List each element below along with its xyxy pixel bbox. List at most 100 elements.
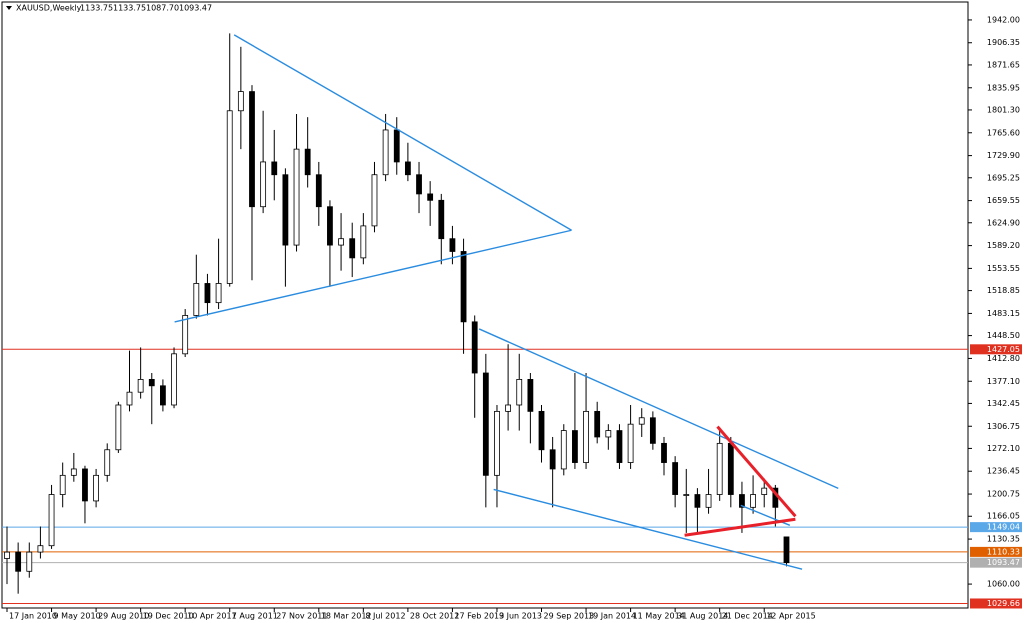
y-tick-label: 1624.90 bbox=[987, 218, 1020, 227]
candle-body bbox=[4, 551, 10, 559]
candle-body bbox=[93, 474, 99, 502]
candle-body bbox=[226, 110, 233, 284]
y-tick-label: 1659.55 bbox=[987, 196, 1020, 205]
candle-body bbox=[705, 494, 712, 508]
candle-body bbox=[783, 536, 790, 564]
header-value: 1133.75 bbox=[80, 4, 113, 13]
y-tick-label: 1130.35 bbox=[987, 535, 1020, 544]
candle-body bbox=[171, 353, 177, 406]
chart-title: XAUUSD,Weekly bbox=[16, 4, 82, 13]
candle-body bbox=[148, 379, 155, 387]
y-tick-label: 1729.90 bbox=[987, 151, 1020, 160]
candle-body bbox=[460, 251, 467, 323]
x-tick-label: 8 Jul 2012 bbox=[365, 612, 405, 621]
x-tick-label: 9 May 2010 bbox=[54, 612, 101, 621]
candle-body bbox=[393, 129, 400, 163]
level-label: 1110.33 bbox=[987, 547, 1020, 556]
candle-body bbox=[137, 379, 144, 393]
x-tick-label: 9 Jun 2013 bbox=[499, 612, 542, 621]
candle-body bbox=[471, 321, 478, 374]
trendline bbox=[174, 229, 572, 323]
candle-body bbox=[538, 410, 545, 451]
candle-body bbox=[672, 462, 679, 495]
candle-body bbox=[37, 545, 44, 553]
level-label-box bbox=[970, 546, 1022, 557]
y-tick-label: 1166.05 bbox=[987, 512, 1020, 521]
y-tick-label: 1765.60 bbox=[987, 128, 1020, 137]
header-value: 1087.70 bbox=[146, 4, 179, 13]
candle-body bbox=[750, 494, 756, 508]
x-tick-label: 29 Sep 2013 bbox=[544, 612, 595, 621]
y-tick-label: 1306.75 bbox=[987, 422, 1020, 431]
y-tick-label: 1412.80 bbox=[987, 354, 1020, 363]
candle-body bbox=[482, 372, 489, 476]
candle-body bbox=[694, 494, 701, 508]
candle-body bbox=[549, 449, 556, 470]
x-tick-label: 12 Apr 2015 bbox=[766, 612, 815, 621]
x-tick-label: 28 Oct 2012 bbox=[410, 612, 459, 621]
menu-arrow[interactable] bbox=[6, 6, 12, 10]
candle-body bbox=[427, 193, 434, 201]
y-tick-label: 1906.35 bbox=[987, 38, 1020, 47]
level-label: 1149.04 bbox=[987, 523, 1020, 532]
candle-body bbox=[26, 551, 33, 572]
trendline bbox=[493, 488, 803, 570]
y-tick-label: 1448.50 bbox=[987, 331, 1020, 340]
x-tick-label: 21 Dec 2014 bbox=[722, 612, 773, 621]
x-tick-label: 31 Aug 2014 bbox=[677, 612, 728, 621]
y-tick-label: 1695.25 bbox=[987, 173, 1020, 182]
level-label-box bbox=[970, 598, 1022, 609]
y-tick-label: 1060.00 bbox=[987, 580, 1020, 589]
level-label: 1029.66 bbox=[987, 599, 1020, 608]
candle-body bbox=[48, 494, 55, 547]
candle-body bbox=[739, 494, 745, 508]
trendline bbox=[716, 425, 797, 518]
y-tick-label: 1377.10 bbox=[987, 377, 1020, 386]
y-tick-label: 1942.00 bbox=[987, 15, 1020, 24]
candle-body bbox=[627, 423, 634, 463]
candle-body bbox=[449, 238, 456, 252]
candle-body bbox=[115, 404, 122, 451]
candle-body bbox=[404, 161, 411, 176]
candle-body bbox=[59, 474, 66, 495]
trendline bbox=[684, 517, 796, 537]
candle-body bbox=[360, 225, 367, 259]
plot-frame bbox=[1, 1, 969, 609]
candle-body bbox=[683, 494, 690, 496]
y-tick-label: 1871.65 bbox=[987, 60, 1020, 69]
candle-body bbox=[327, 206, 333, 246]
candle-body bbox=[505, 404, 512, 412]
y-tick-label: 1483.15 bbox=[987, 309, 1020, 318]
candle-body bbox=[282, 174, 289, 246]
candle-body bbox=[527, 379, 534, 412]
x-tick-label: 29 Aug 2010 bbox=[98, 612, 149, 621]
x-tick-label: 17 Jan 2010 bbox=[9, 612, 57, 621]
candle-body bbox=[315, 174, 322, 208]
x-tick-label: 17 Feb 2013 bbox=[454, 612, 504, 621]
candle-body bbox=[583, 410, 589, 463]
candle-body bbox=[761, 487, 768, 495]
candle-body bbox=[716, 442, 723, 495]
candle-body bbox=[160, 385, 166, 406]
candle-body bbox=[661, 442, 667, 463]
y-tick-label: 1342.45 bbox=[987, 399, 1020, 408]
level-label-box bbox=[970, 522, 1022, 533]
y-tick-label: 1589.20 bbox=[987, 241, 1020, 250]
candle-body bbox=[572, 430, 578, 463]
candle-body bbox=[293, 148, 300, 246]
y-tick-label: 1518.85 bbox=[987, 286, 1020, 295]
candle-body bbox=[193, 283, 200, 316]
y-tick-label: 1553.55 bbox=[987, 264, 1020, 273]
candle-body bbox=[215, 283, 222, 304]
candle-body bbox=[616, 430, 623, 463]
candle-body bbox=[82, 468, 88, 502]
candle-body bbox=[594, 410, 601, 438]
candle-body bbox=[338, 238, 344, 246]
candle-body bbox=[249, 91, 255, 208]
x-tick-label: 11 May 2014 bbox=[633, 612, 685, 621]
candle-body bbox=[516, 379, 523, 406]
candle-body bbox=[260, 161, 267, 208]
x-tick-label: 19 Dec 2010 bbox=[143, 612, 194, 621]
